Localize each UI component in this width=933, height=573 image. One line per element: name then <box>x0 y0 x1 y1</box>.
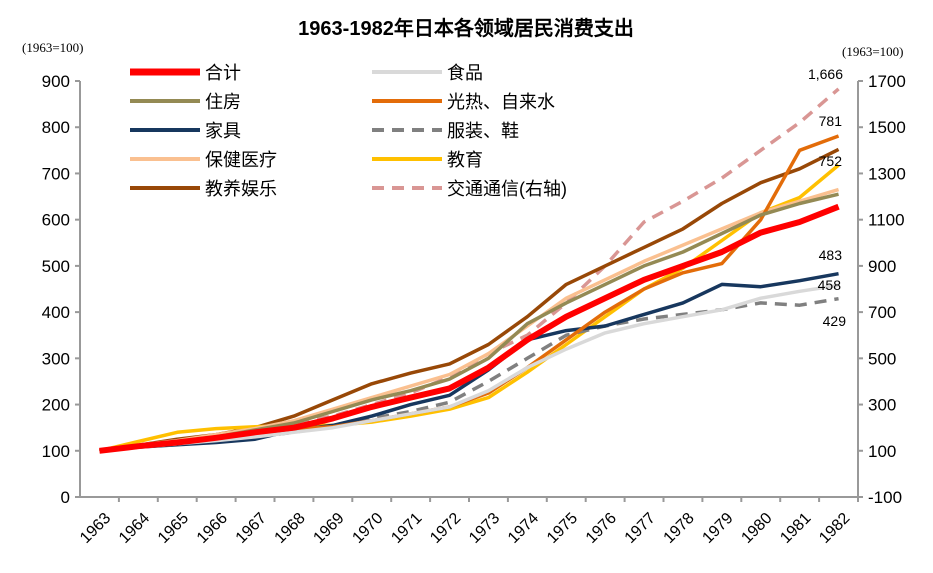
x-tick-label: 1967 <box>233 510 270 547</box>
legend-label: 教养娱乐 <box>205 179 277 199</box>
x-tick-label: 1977 <box>622 510 659 547</box>
x-tick-label: 1980 <box>738 510 775 547</box>
x-tick-label: 1963 <box>77 510 114 547</box>
legend-label: 服装、鞋 <box>447 121 519 141</box>
series-line <box>99 203 840 454</box>
right-unit: (1963=100) <box>842 44 904 59</box>
chart-title: 1963-1982年日本各领域居民消费支出 <box>298 16 634 40</box>
x-tick-label: 1976 <box>583 510 620 547</box>
data-label: 1,666 <box>808 66 843 82</box>
y-tick-label: 100 <box>42 442 70 461</box>
y-tick-label: 200 <box>42 396 70 415</box>
x-tick-label: 1965 <box>155 510 192 547</box>
y2-tick-label: 1700 <box>868 72 906 91</box>
y-tick-label: 800 <box>42 118 70 137</box>
x-tick-label: 1981 <box>777 510 814 547</box>
legend-label: 交通通信(右轴) <box>447 179 567 199</box>
y2-tick-label: 900 <box>868 257 896 276</box>
data-label: 429 <box>823 313 847 329</box>
y2-tick-label: 300 <box>868 396 896 415</box>
x-tick-label: 1978 <box>661 510 698 547</box>
data-label: 752 <box>819 153 843 169</box>
series-line <box>99 163 840 453</box>
series-line <box>99 283 839 453</box>
y2-tick-label: 1100 <box>868 211 905 230</box>
legend-label: 住房 <box>205 92 241 112</box>
y-tick-label: 600 <box>42 211 70 230</box>
y-tick-label: 900 <box>42 72 70 91</box>
data-label: 458 <box>818 277 842 293</box>
y-tick-label: 400 <box>42 303 70 322</box>
y2-tick-label: 500 <box>868 349 896 368</box>
x-tick-label: 1968 <box>272 510 309 547</box>
data-label: 781 <box>819 113 843 129</box>
legend-label: 保健医疗 <box>205 150 277 170</box>
y-tick-label: 700 <box>42 164 70 183</box>
x-tick-label: 1972 <box>427 510 464 547</box>
y2-tick-label: 1500 <box>868 118 906 137</box>
series-line <box>99 192 839 453</box>
x-tick-label: 1979 <box>699 510 736 547</box>
y2-tick-label: -100 <box>868 488 902 507</box>
y-tick-label: 300 <box>42 349 70 368</box>
y2-tick-label: 700 <box>868 303 896 322</box>
x-tick-label: 1969 <box>310 510 347 547</box>
y-tick-label: 500 <box>42 257 70 276</box>
left-unit: (1963=100) <box>22 40 84 55</box>
x-tick-label: 1982 <box>816 510 853 547</box>
y2-tick-label: 1300 <box>868 164 906 183</box>
data-label: 483 <box>819 247 843 263</box>
x-tick-label: 1970 <box>349 510 386 547</box>
x-tick-label: 1966 <box>194 510 231 547</box>
x-tick-label: 1974 <box>505 510 542 547</box>
series-line <box>99 187 840 453</box>
x-tick-label: 1971 <box>388 510 425 547</box>
legend-label: 家具 <box>205 121 241 141</box>
y2-tick-label: 100 <box>868 442 896 461</box>
series-line <box>99 271 839 453</box>
y-tick-label: 0 <box>61 488 70 507</box>
legend-label: 食品 <box>447 63 483 83</box>
x-tick-label: 1964 <box>116 510 153 547</box>
legend-label: 光热、自来水 <box>447 92 555 112</box>
legend-label: 合计 <box>205 63 241 83</box>
x-tick-label: 1975 <box>544 510 581 547</box>
series-line <box>99 87 840 453</box>
x-tick-label: 1973 <box>466 510 503 547</box>
legend-label: 教育 <box>447 150 483 170</box>
